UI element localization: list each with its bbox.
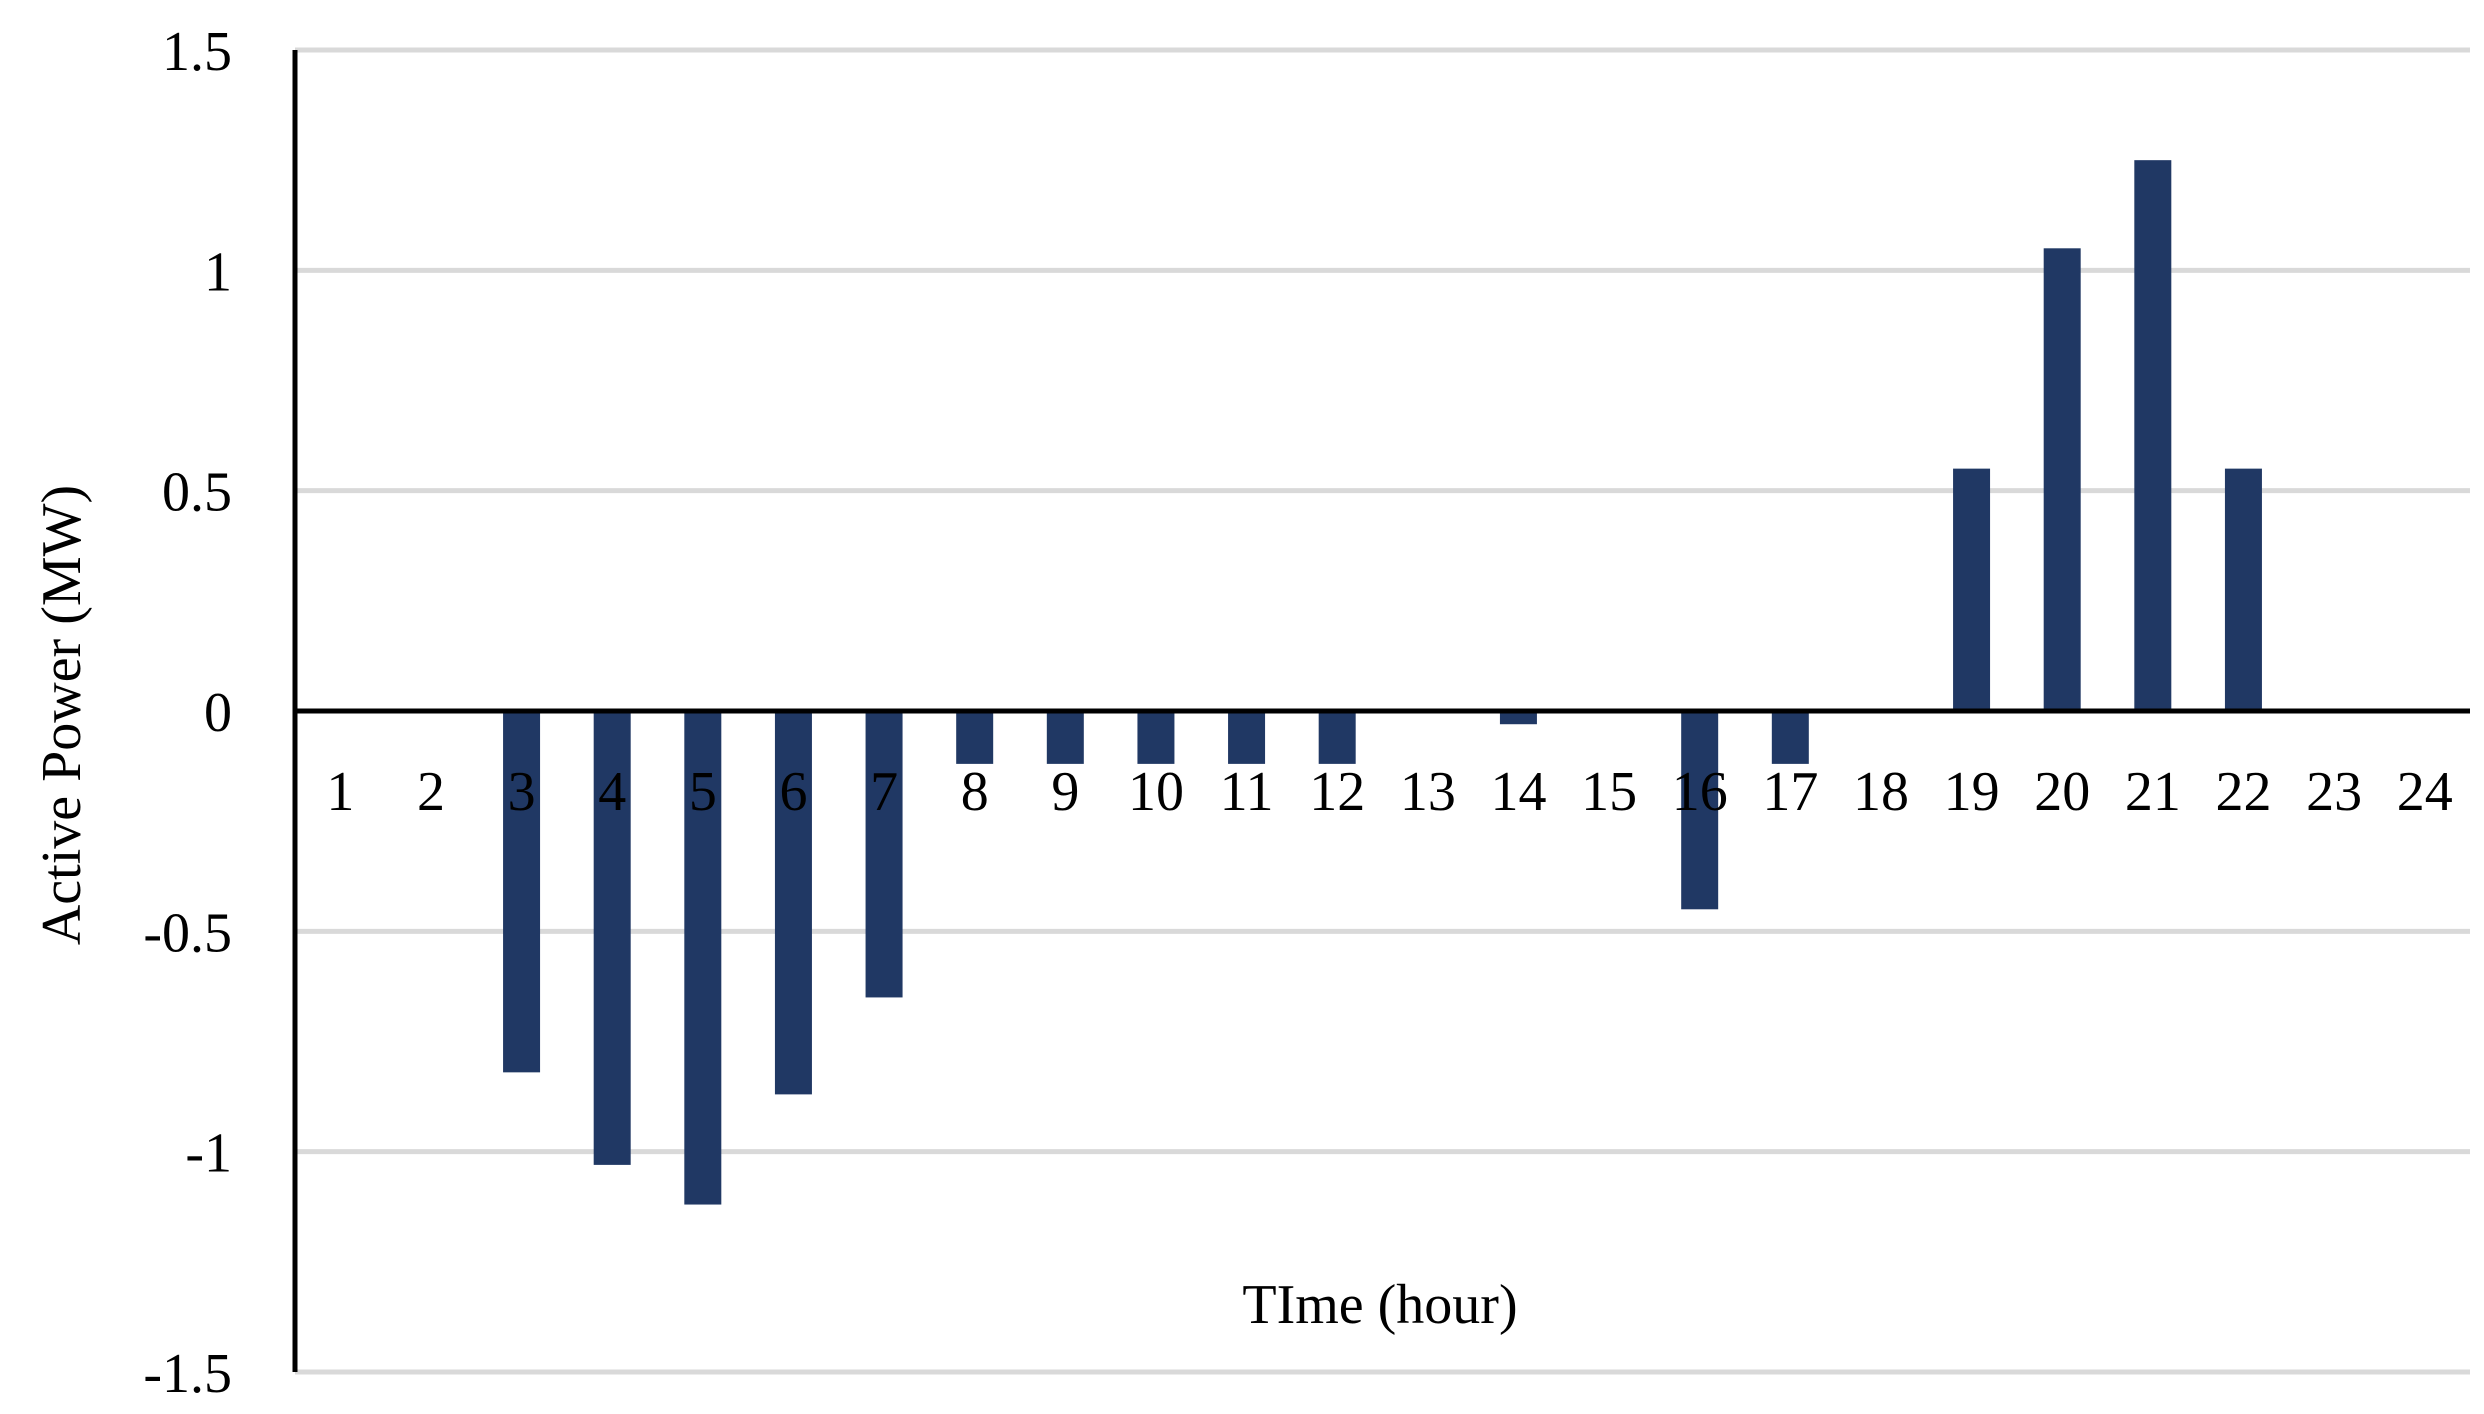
y-tick-label: 1 — [204, 241, 232, 303]
bar-hour-21 — [2134, 160, 2172, 711]
bar-hour-22 — [2224, 468, 2262, 711]
bar-hour-7 — [865, 711, 903, 998]
y-tick-label: 1.5 — [162, 21, 232, 83]
y-tick-label: -1 — [185, 1123, 232, 1185]
bar-hour-8 — [956, 711, 994, 764]
bar-hour-12 — [1318, 711, 1356, 764]
bar-hour-9 — [1046, 711, 1084, 764]
bar-hour-6 — [774, 711, 812, 1095]
x-tick-label: 16 — [1672, 761, 1728, 823]
bar-hour-5 — [684, 711, 722, 1205]
x-tick-label: 24 — [2397, 761, 2453, 823]
x-tick-label: 18 — [1853, 761, 1909, 823]
bar-hour-17 — [1771, 711, 1809, 764]
x-tick-label: 23 — [2306, 761, 2362, 823]
x-tick-label: 15 — [1581, 761, 1637, 823]
x-axis-title: TIme (hour) — [1242, 1274, 1517, 1336]
x-tick-labels: 1 2 3 4 5 6 7 8 9 10 11 12 13 14 15 16 17 18 19 20 21 22 23 24 — [326, 761, 2452, 823]
x-tick-label: 5 — [689, 761, 717, 823]
x-tick-label: 2 — [417, 761, 445, 823]
y-axis-title: Active Power (MW) — [31, 485, 93, 945]
bar-hour-20 — [2043, 248, 2081, 712]
y-tick-label: -0.5 — [143, 902, 232, 964]
bar-hour-11 — [1228, 711, 1266, 764]
x-tick-label: 6 — [779, 761, 807, 823]
x-tick-label: 17 — [1762, 761, 1818, 823]
x-tick-label: 1 — [326, 761, 354, 823]
bar-hour-19 — [1953, 468, 1991, 711]
bars — [503, 160, 2262, 1205]
x-tick-label: 22 — [2215, 761, 2271, 823]
x-tick-label: 4 — [598, 761, 626, 823]
x-tick-label: 10 — [1128, 761, 1184, 823]
x-tick-label: 8 — [961, 761, 989, 823]
x-tick-label: 21 — [2125, 761, 2181, 823]
bar-hour-10 — [1137, 711, 1175, 764]
y-tick-label: 0.5 — [162, 462, 232, 524]
bar-hour-3 — [503, 711, 541, 1073]
bar-hour-16 — [1681, 711, 1719, 910]
x-tick-label: 9 — [1051, 761, 1079, 823]
x-tick-label: 12 — [1309, 761, 1365, 823]
bar-hour-14 — [1499, 711, 1537, 725]
bar-hour-4 — [593, 711, 631, 1165]
y-tick-label: 0 — [204, 682, 232, 744]
x-tick-label: 3 — [508, 761, 536, 823]
x-tick-label: 13 — [1400, 761, 1456, 823]
y-tick-labels: 1.5 1 0.5 0 -0.5 -1 -1.5 — [143, 21, 232, 1405]
x-tick-label: 20 — [2034, 761, 2090, 823]
x-tick-label: 11 — [1220, 761, 1274, 823]
y-tick-label: -1.5 — [143, 1343, 232, 1405]
x-tick-label: 14 — [1490, 761, 1546, 823]
gridlines — [295, 47, 2470, 1375]
x-tick-label: 19 — [1944, 761, 2000, 823]
x-tick-label: 7 — [870, 761, 898, 823]
axes — [292, 50, 2470, 1372]
